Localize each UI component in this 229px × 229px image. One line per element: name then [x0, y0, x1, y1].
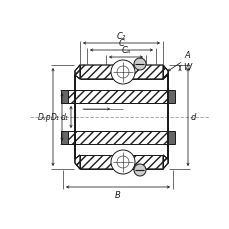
Polygon shape	[75, 155, 167, 169]
Polygon shape	[63, 131, 172, 144]
Circle shape	[111, 150, 134, 174]
Circle shape	[111, 61, 134, 85]
Text: Dₛp: Dₛp	[37, 113, 51, 122]
Polygon shape	[75, 66, 167, 80]
Circle shape	[134, 59, 145, 71]
Polygon shape	[75, 66, 80, 169]
Text: A: A	[183, 51, 189, 60]
Polygon shape	[80, 80, 162, 91]
Polygon shape	[63, 91, 172, 104]
Polygon shape	[167, 131, 174, 144]
Text: C₂: C₂	[116, 32, 125, 41]
Text: D₁: D₁	[51, 113, 60, 122]
Polygon shape	[61, 91, 68, 104]
Text: B: B	[115, 190, 120, 199]
Polygon shape	[61, 131, 68, 144]
Text: d₁: d₁	[61, 113, 69, 122]
Text: W: W	[182, 63, 191, 72]
Text: C: C	[118, 39, 124, 48]
Text: S: S	[63, 97, 68, 106]
Text: d: d	[190, 113, 196, 122]
Text: Cₐ: Cₐ	[121, 46, 130, 55]
Polygon shape	[167, 91, 174, 104]
Circle shape	[134, 164, 145, 176]
Polygon shape	[80, 144, 162, 155]
Polygon shape	[162, 66, 167, 169]
